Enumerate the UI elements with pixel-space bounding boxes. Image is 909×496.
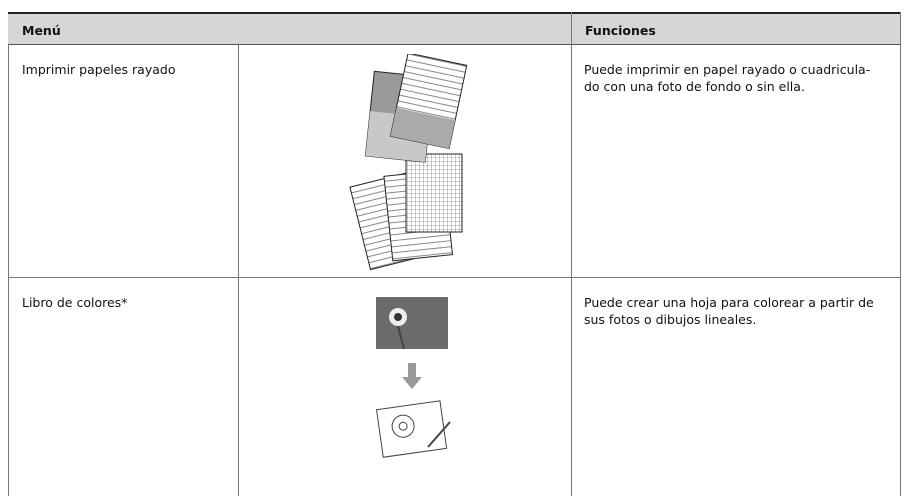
menu-text: Libro de colores* [22, 295, 128, 310]
line: Puede imprimir en papel rayado o cuadric… [584, 62, 871, 77]
function-text: Puede crear una hoja para colorear a par… [584, 294, 874, 328]
border [900, 12, 901, 496]
header-text: Menú [22, 23, 61, 38]
border [8, 277, 901, 278]
coloring-illustration [375, 297, 451, 458]
table: Menú Funciones Imprimir papeles rayado P… [8, 12, 901, 496]
border [571, 12, 572, 496]
line: Puede crear una hoja para colorear a par… [584, 295, 874, 310]
line: sus fotos o dibujos lineales. [584, 312, 757, 327]
function-text: Puede imprimir en papel rayado o cuadric… [584, 61, 870, 95]
header-cell: Menú [8, 12, 571, 45]
border [238, 45, 239, 496]
papers-illustration [349, 54, 468, 271]
line: do con una foto de fondo o sin ella. [584, 79, 805, 94]
header-cell: Funciones [571, 12, 901, 45]
header-text: Funciones [585, 23, 656, 38]
menu-text: Imprimir papeles rayado [22, 62, 176, 77]
border [8, 45, 9, 496]
